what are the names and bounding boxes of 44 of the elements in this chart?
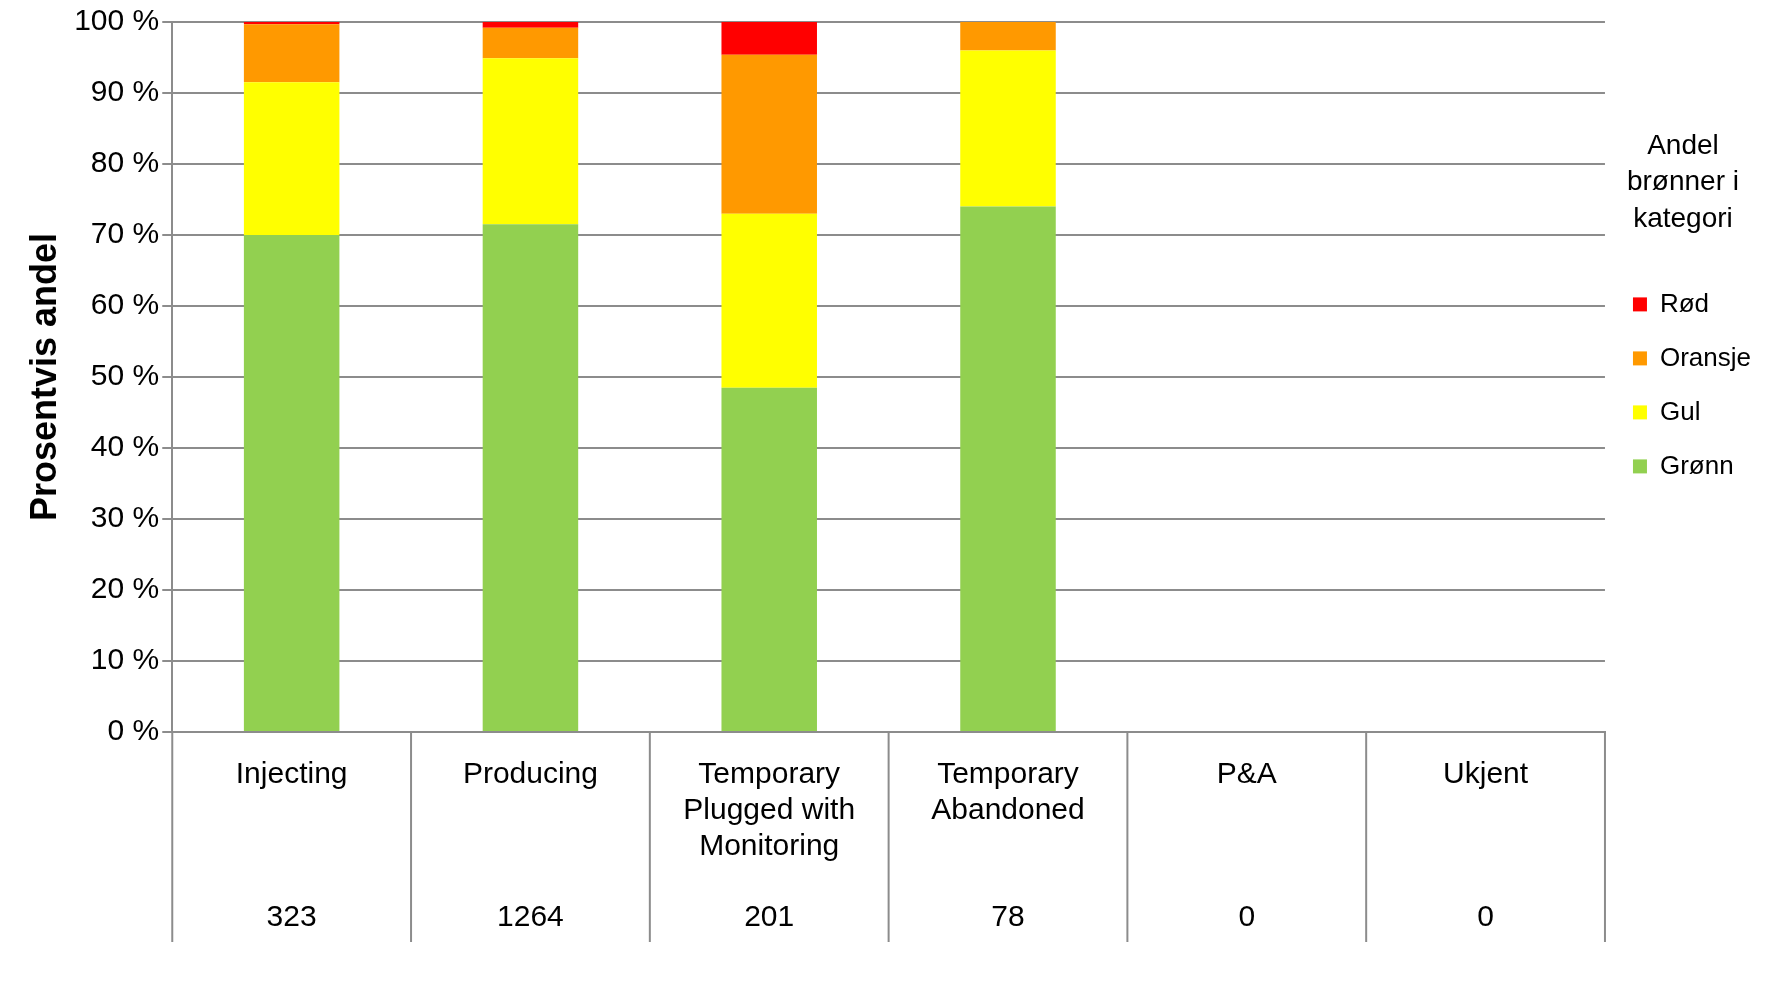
bar xyxy=(482,22,579,28)
y-tick-label: 80 % xyxy=(90,145,160,179)
x-tick-label: Ukjent xyxy=(1443,756,1529,790)
bar xyxy=(243,82,340,235)
text: 0 xyxy=(1477,899,1494,933)
bar xyxy=(243,22,340,25)
bar xyxy=(482,58,579,225)
bar xyxy=(482,27,579,59)
bar xyxy=(960,22,1056,51)
y-tick-label: 100 % xyxy=(74,3,160,37)
y-tick-label: 60 % xyxy=(90,287,160,321)
y-tick-label: 90 % xyxy=(90,74,160,108)
bar xyxy=(243,235,340,731)
bar xyxy=(721,54,817,214)
bar xyxy=(243,24,340,83)
bar xyxy=(482,224,579,731)
text: 323 xyxy=(266,899,317,933)
y-tick-label: 10 % xyxy=(90,642,160,676)
legend-label: Grønn xyxy=(1659,449,1734,480)
legend-label: Gul xyxy=(1659,395,1701,426)
text: 1264 xyxy=(497,899,564,933)
bar xyxy=(960,50,1056,207)
y-tick-label: 0 % xyxy=(107,713,160,747)
legend-title: Andel brønner i kategori xyxy=(1626,128,1739,233)
y-tick-label: 30 % xyxy=(90,500,160,534)
y-tick-label: 50 % xyxy=(90,358,160,392)
y-tick-label: 40 % xyxy=(90,429,160,463)
text: 0 xyxy=(1238,899,1256,933)
bar xyxy=(721,213,817,388)
x-tick-label: Producing xyxy=(462,756,598,790)
y-tick-label: 70 % xyxy=(90,216,160,250)
text: 201 xyxy=(744,899,795,933)
bar xyxy=(721,22,817,55)
x-tick-label: Temporary Plugged with Monitoring xyxy=(683,756,856,862)
legend-label: Oransje xyxy=(1659,341,1752,372)
x-tick-label: P&A xyxy=(1216,756,1277,790)
bar xyxy=(960,206,1056,731)
text: 78 xyxy=(991,899,1025,933)
x-tick-label: Temporary Abandoned xyxy=(931,756,1085,826)
y-axis-title: Prosentvis andel xyxy=(22,232,64,522)
y-tick-label: 20 % xyxy=(90,571,160,605)
bar xyxy=(721,387,817,731)
legend-label: Rød xyxy=(1659,287,1710,318)
x-tick-label: Injecting xyxy=(235,756,348,790)
